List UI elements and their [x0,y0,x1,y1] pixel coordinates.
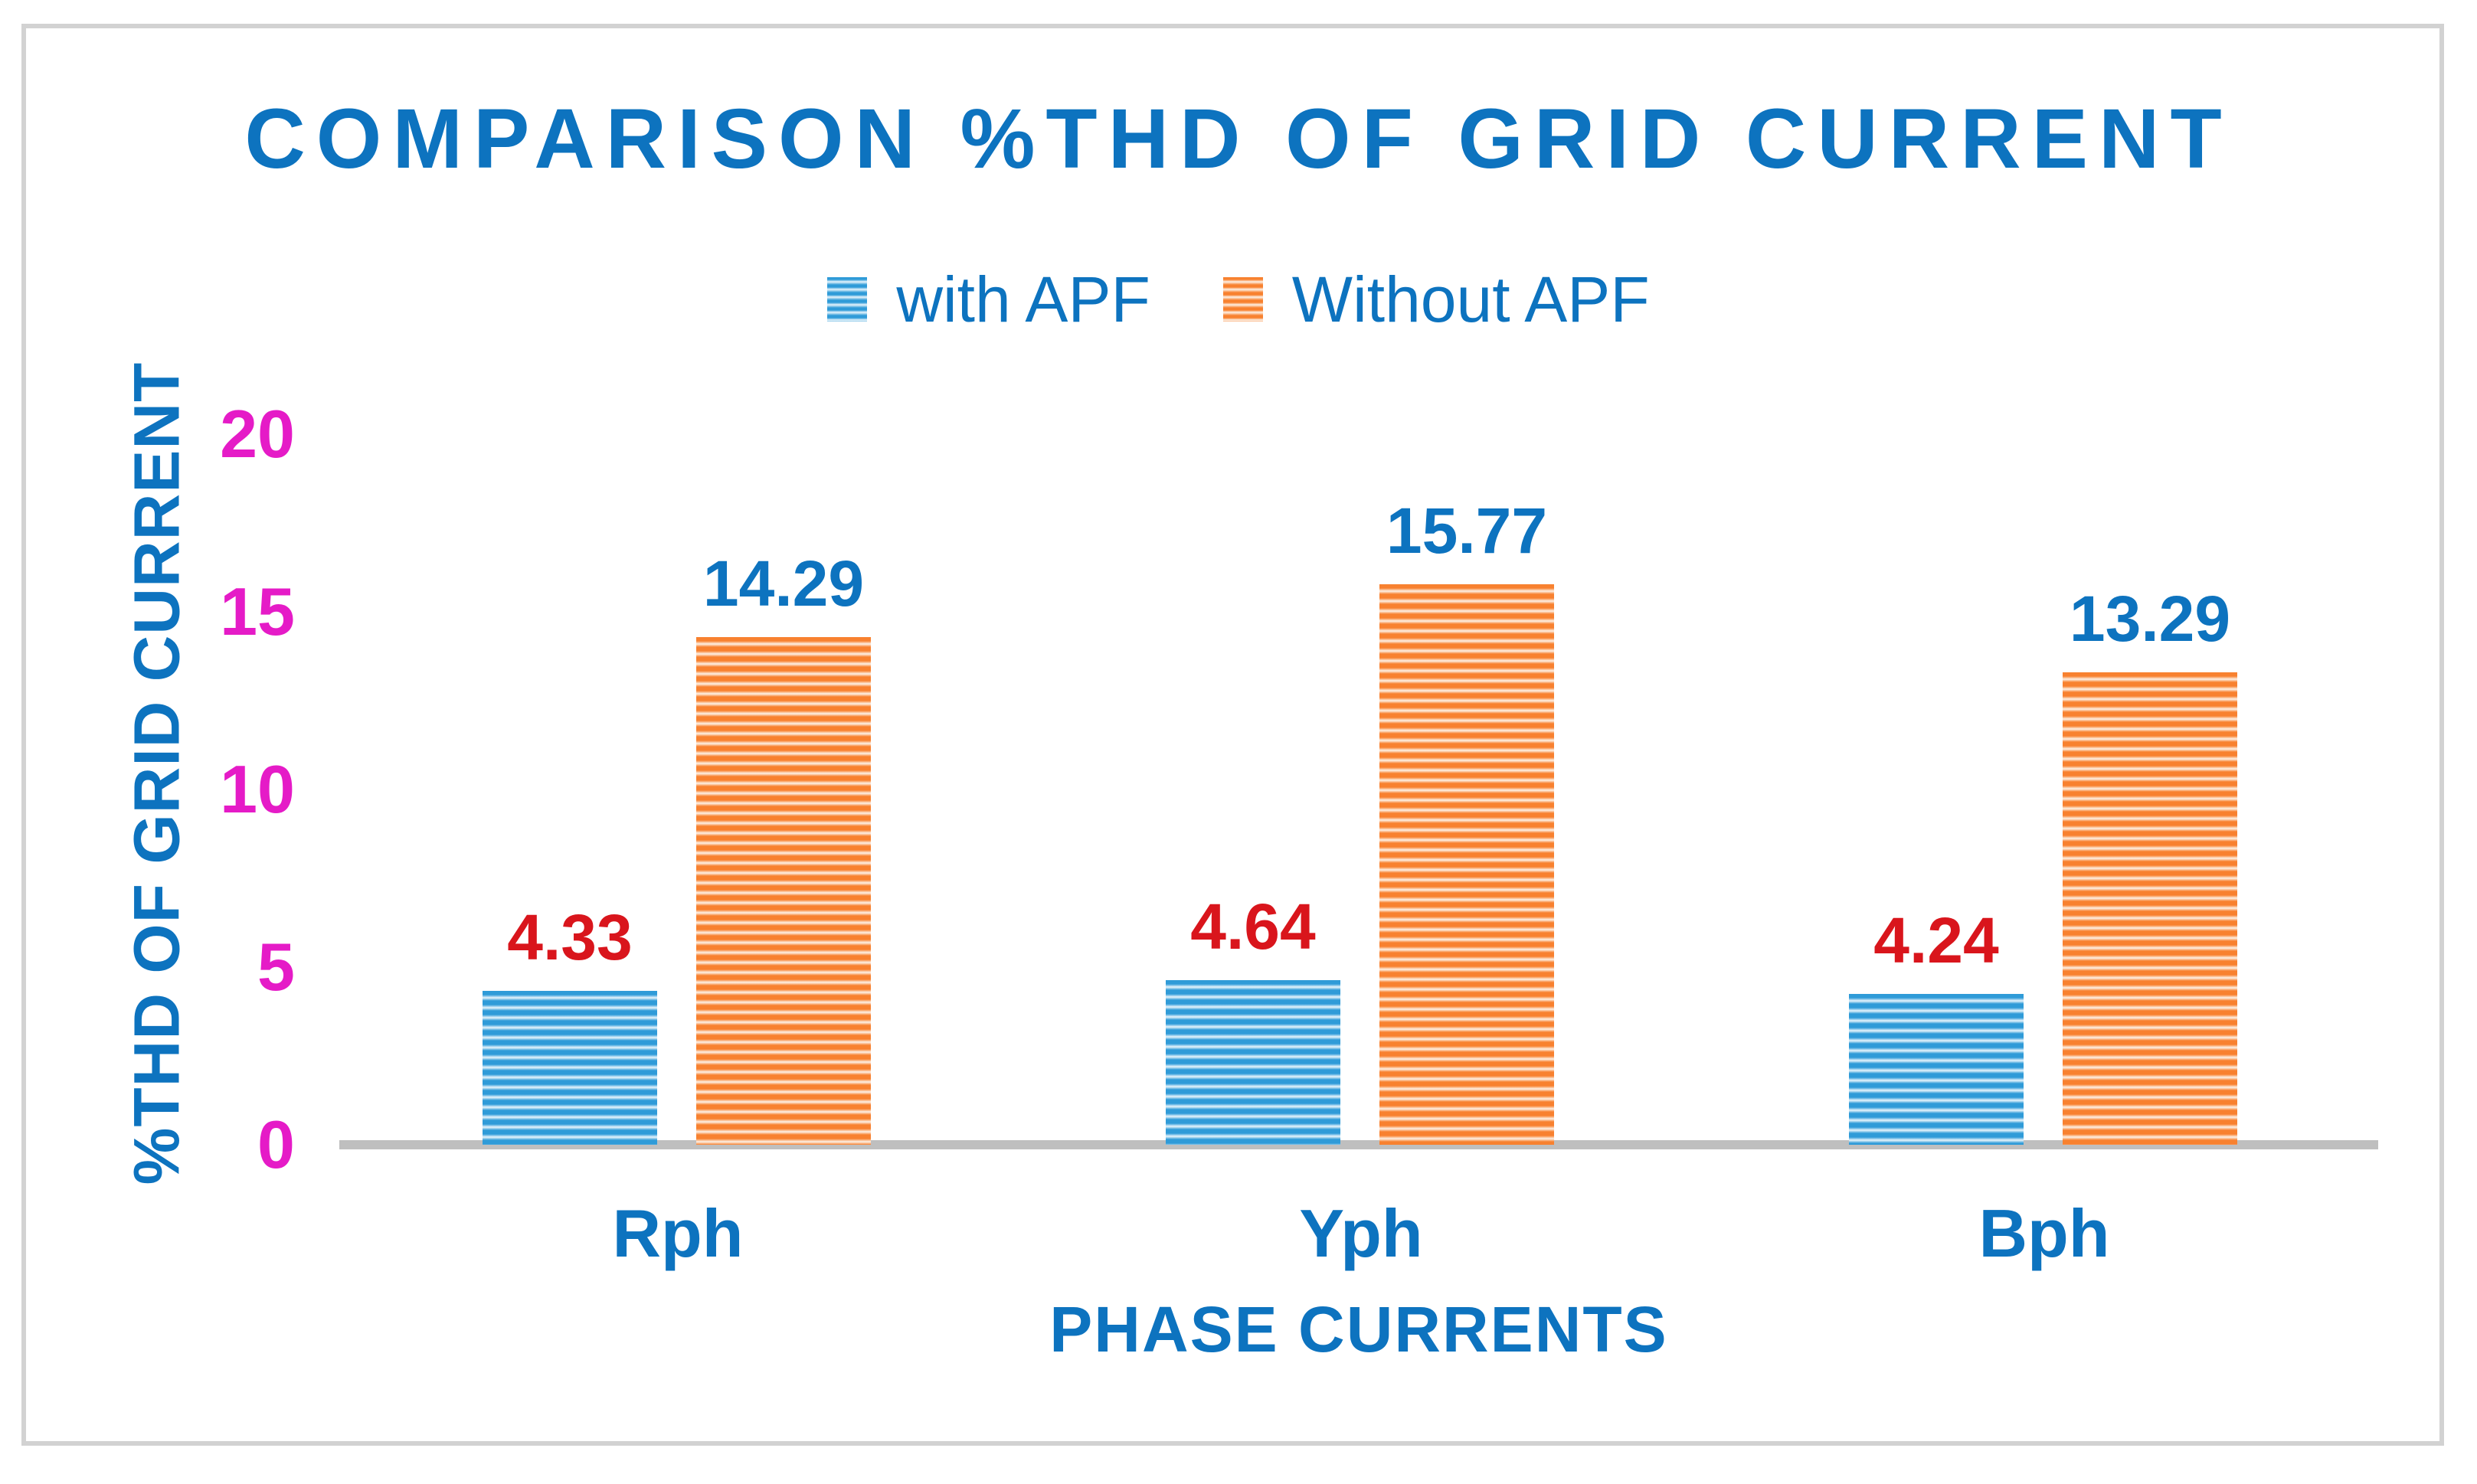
bar-rph-with-apf [483,991,657,1145]
bar-value-label-bph-with-apf: 4.24 [1873,904,1999,976]
y-tick-label-20: 20 [220,396,295,472]
x-axis-title: PHASE CURRENTS [1049,1293,1668,1365]
bar-rph-without-apf [696,637,871,1145]
bar-value-label-rph-with-apf: 4.33 [507,901,633,973]
bar-bph-without-apf [2063,672,2237,1145]
x-category-label-bph: Bph [1978,1195,2110,1271]
bar-yph-without-apf [1379,584,1554,1145]
y-tick-label-5: 5 [257,929,295,1005]
x-category-label-yph: Yph [1299,1195,1423,1271]
bar-yph-with-apf [1166,980,1340,1145]
chart-title: COMPARISON %THD OF GRID CURRENT [244,92,2233,186]
plot-area: 4.33 14.29 4.64 15.77 4.24 13.29 [339,434,2378,1149]
x-axis-categories: Rph Yph Bph [339,1195,2378,1283]
legend: with APF Without APF [0,257,2477,342]
figure-border [21,24,2444,1446]
legend-label-without-apf: Without APF [1291,263,1650,335]
bar-value-label-yph-with-apf: 4.64 [1190,891,1316,963]
bar-value-label-bph-without-apf: 13.29 [2069,583,2231,655]
y-tick-label-10: 10 [220,751,295,827]
bar-value-label-rph-without-apf: 14.29 [702,548,865,619]
legend-item-without-apf: Without APF [1222,263,1650,337]
bar-value-label-yph-without-apf: 15.77 [1386,495,1548,567]
y-tick-label-0: 0 [257,1106,295,1182]
legend-item-with-apf: with APF [827,263,1150,337]
x-category-label-rph: Rph [612,1195,744,1271]
bar-bph-with-apf [1849,994,2024,1145]
legend-swatch-with-apf-icon [827,277,868,322]
y-tick-label-15: 15 [220,574,295,649]
legend-swatch-without-apf-icon [1222,277,1263,322]
legend-label-with-apf: with APF [896,263,1150,335]
y-axis-ticks: 0 5 10 15 20 [115,400,295,1178]
